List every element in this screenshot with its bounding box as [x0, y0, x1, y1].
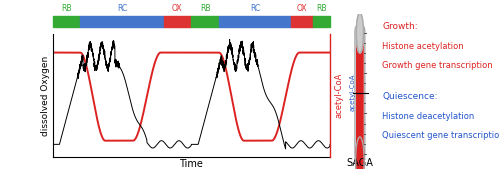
Text: Growth gene transcription: Growth gene transcription: [382, 61, 493, 70]
Text: Histone deacetylation: Histone deacetylation: [382, 112, 474, 121]
Text: RB: RB: [316, 4, 327, 13]
Text: RB: RB: [200, 4, 210, 13]
Bar: [219, 16, 291, 27]
Text: acetyl-CoA: acetyl-CoA: [350, 73, 356, 111]
Text: RC: RC: [250, 4, 260, 13]
Text: acetyl-CoA: acetyl-CoA: [334, 73, 343, 118]
Text: Quiescent gene transcription: Quiescent gene transcription: [382, 130, 500, 140]
Text: OX: OX: [172, 4, 182, 13]
Bar: [80, 16, 164, 27]
Text: OX: OX: [297, 4, 308, 13]
Bar: [52, 16, 80, 27]
Text: Growth:: Growth:: [382, 22, 418, 31]
Text: RB: RB: [61, 4, 72, 13]
FancyBboxPatch shape: [356, 31, 364, 155]
Text: SAGA: SAGA: [346, 158, 374, 168]
Text: RC: RC: [117, 4, 127, 13]
FancyBboxPatch shape: [355, 27, 365, 160]
Text: Quiescence:: Quiescence:: [382, 92, 438, 101]
Text: Histone acetylation: Histone acetylation: [382, 42, 464, 51]
Bar: [191, 16, 219, 27]
Bar: [291, 16, 314, 27]
Bar: [314, 16, 330, 27]
Bar: [164, 16, 191, 27]
Circle shape: [356, 137, 364, 180]
X-axis label: Time: Time: [180, 159, 203, 169]
Circle shape: [356, 13, 364, 53]
Y-axis label: dissolved Oxygen: dissolved Oxygen: [40, 55, 50, 136]
